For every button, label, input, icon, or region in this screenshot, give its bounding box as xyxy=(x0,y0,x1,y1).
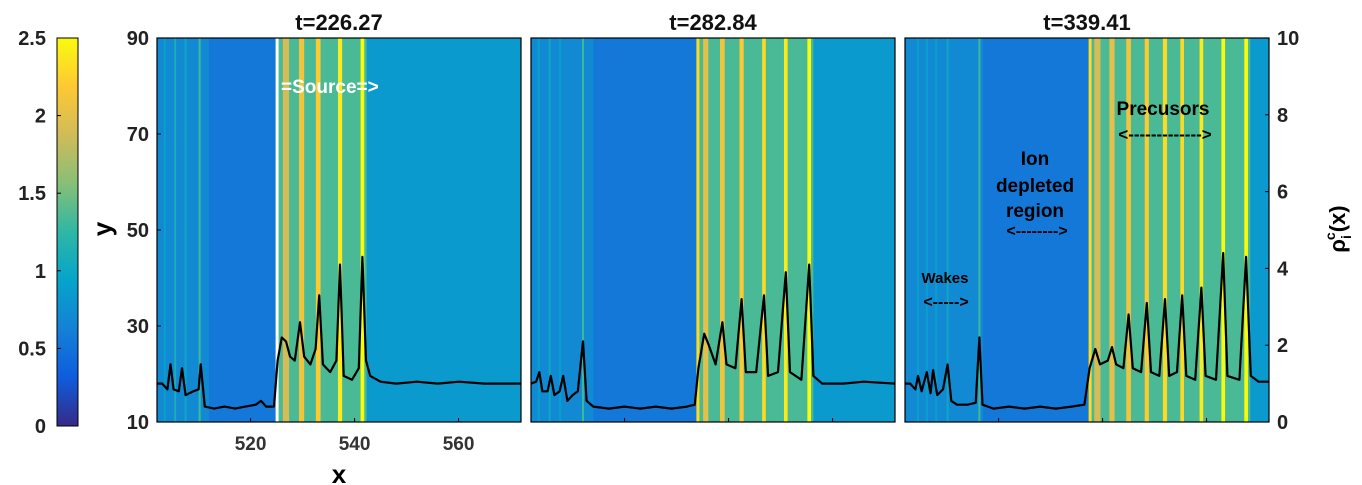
y-tick-label: 50 xyxy=(127,220,149,242)
heatmap-stripe xyxy=(783,38,788,422)
front-edge xyxy=(275,38,279,422)
x-axis-label: x xyxy=(332,459,347,485)
heatmap-stripe xyxy=(559,38,562,422)
heatmap-upstream xyxy=(905,38,983,422)
heatmap-stripe xyxy=(720,38,725,422)
x-tick-label: 560 xyxy=(443,434,475,455)
y2-axis-label: ρic(x) xyxy=(1322,205,1354,252)
y2-axis: 0 2 4 6 8 10 xyxy=(1265,28,1299,434)
ion-line2: depleted xyxy=(996,176,1074,197)
heatmap-stripe xyxy=(935,38,938,422)
density-profile-line xyxy=(157,255,521,410)
heatmap-stripe xyxy=(581,38,585,422)
y-tick-label: 10 xyxy=(127,412,149,434)
y-tick-label: 30 xyxy=(127,316,149,338)
heatmap-stripe xyxy=(978,38,981,422)
heatmap-stripe xyxy=(1199,38,1204,422)
colorbar-tick-label: 2 xyxy=(35,106,46,128)
y-tick-label: 90 xyxy=(127,28,149,50)
front-edge xyxy=(696,38,700,422)
heatmap-stripe xyxy=(315,38,321,422)
precursors-arrow: <-------------> xyxy=(1118,125,1212,144)
heatmap-stripe xyxy=(548,38,551,422)
y2-label-sub: i xyxy=(1338,235,1354,239)
heatmap-depleted-region xyxy=(209,38,277,422)
y2-tick-label: 0 xyxy=(1277,412,1288,434)
heatmap-stripe xyxy=(762,38,766,422)
heatmap-stripe xyxy=(1162,38,1168,422)
heatmap-stripe xyxy=(163,38,166,422)
colorbar-tick-label: 0.5 xyxy=(18,338,46,360)
x-tick-label: 540 xyxy=(339,434,371,455)
panel-title: t=226.27 xyxy=(295,10,382,35)
heatmap-stripe xyxy=(917,38,919,422)
heatmap-stripe xyxy=(360,38,365,422)
annotations: =Source=> Precusors <-------------> Ion … xyxy=(281,77,1212,311)
panel-frame xyxy=(904,37,1270,423)
heatmap-stripe xyxy=(946,38,949,422)
heatmap-stripe xyxy=(739,38,744,422)
heatmap-stripe xyxy=(1244,38,1248,422)
panel-heatmap xyxy=(905,38,1269,422)
panel: t=226.27 520 540 560 xyxy=(156,10,522,455)
ion-line3: region xyxy=(1006,201,1064,222)
panels: t=226.27 520 540 560 t=282.84 t=339.41 xyxy=(156,10,1270,455)
panel: t=282.84 xyxy=(530,10,896,423)
heatmap-depleted-region xyxy=(983,38,1090,422)
y2-label-sup: c xyxy=(1322,232,1338,240)
heatmap-stripe xyxy=(703,38,709,422)
panel-frame xyxy=(530,37,896,423)
colorbar-tick-label: 2.5 xyxy=(18,28,46,50)
colorbar-ticks: 0 0.5 1 1.5 2 2.5 xyxy=(18,28,61,438)
y-axis: 10 30 50 70 90 xyxy=(127,28,161,434)
panel: t=339.41 xyxy=(904,10,1270,423)
ion-arrow: <--------> xyxy=(1006,223,1067,240)
heatmap-stripe xyxy=(1109,38,1115,422)
y2-label-tail: (x) xyxy=(1325,205,1350,232)
heatmap-stripe xyxy=(1126,38,1131,422)
y-axis-label: y xyxy=(87,221,117,236)
heatmap-stripe xyxy=(1144,38,1149,422)
colorbar-tick-label: 1 xyxy=(35,261,46,283)
panel-heatmap xyxy=(157,38,521,422)
panel-title: t=282.84 xyxy=(669,10,757,35)
colorbar-frame xyxy=(56,37,79,427)
y2-tick-label: 2 xyxy=(1277,335,1288,357)
heatmap-stripe xyxy=(184,38,187,422)
heatmap-stripe xyxy=(1180,38,1184,422)
heatmap-stripe xyxy=(282,38,290,422)
heatmap-stripe xyxy=(807,38,812,422)
heatmap-stripe xyxy=(537,38,540,422)
heatmap-stripe xyxy=(337,38,343,422)
y2-tick-label: 4 xyxy=(1277,258,1289,280)
heatmap-stripe xyxy=(1094,38,1101,422)
panel-heatmap xyxy=(531,38,895,422)
y2-label-rho: ρ xyxy=(1325,239,1350,253)
ion-line1: Ion xyxy=(1021,149,1050,170)
heatmap-stripe xyxy=(198,38,201,422)
heatmap-stripe xyxy=(298,38,305,422)
y2-tick-label: 6 xyxy=(1277,182,1288,204)
heatmap-stripe xyxy=(1221,38,1226,422)
heatmap-depleted-region xyxy=(593,38,698,422)
colorbar-tick-label: 1.5 xyxy=(18,183,46,205)
wakes-arrow: <-----> xyxy=(923,294,968,311)
density-profile-line xyxy=(905,251,1269,410)
heatmap-stripe xyxy=(925,38,928,422)
colorbar-gradient xyxy=(57,38,78,426)
y-tick-label: 70 xyxy=(127,124,149,146)
heatmap-stripe xyxy=(174,38,177,422)
colorbar: 0 0.5 1 1.5 2 2.5 xyxy=(18,28,79,438)
density-profile-line xyxy=(531,263,895,410)
source-annotation: =Source=> xyxy=(281,77,379,98)
precursors-annotation: Precusors xyxy=(1117,99,1210,120)
front-edge xyxy=(1088,38,1092,422)
x-tick-label: 520 xyxy=(235,434,267,455)
y2-tick-label: 10 xyxy=(1277,28,1299,50)
wakes-annotation: Wakes xyxy=(922,270,969,287)
colorbar-tick-label: 0 xyxy=(35,416,46,438)
y2-tick-label: 8 xyxy=(1277,105,1288,127)
panel-title: t=339.41 xyxy=(1043,10,1130,35)
